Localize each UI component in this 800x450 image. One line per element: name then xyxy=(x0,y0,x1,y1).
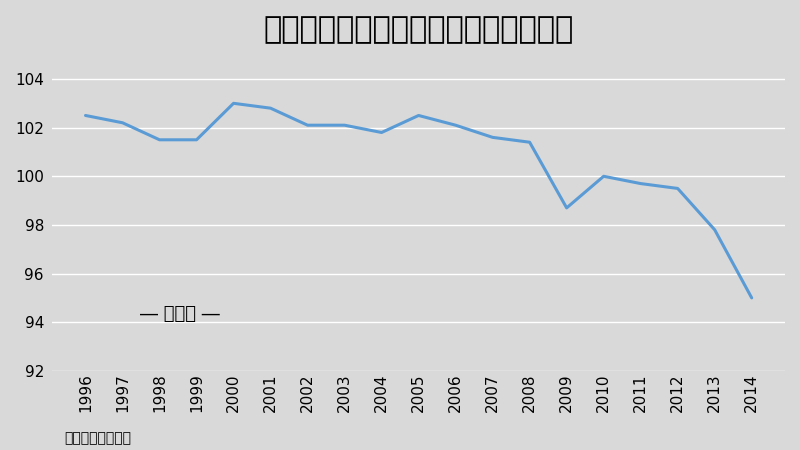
Text: 典拠：厕生労働省: 典拠：厕生労働省 xyxy=(64,432,131,446)
Text: ― 年平均 ―: ― 年平均 ― xyxy=(140,305,220,323)
Title: デフレ突入以降の実質賃金指数の推移: デフレ突入以降の実質賃金指数の推移 xyxy=(263,15,574,44)
